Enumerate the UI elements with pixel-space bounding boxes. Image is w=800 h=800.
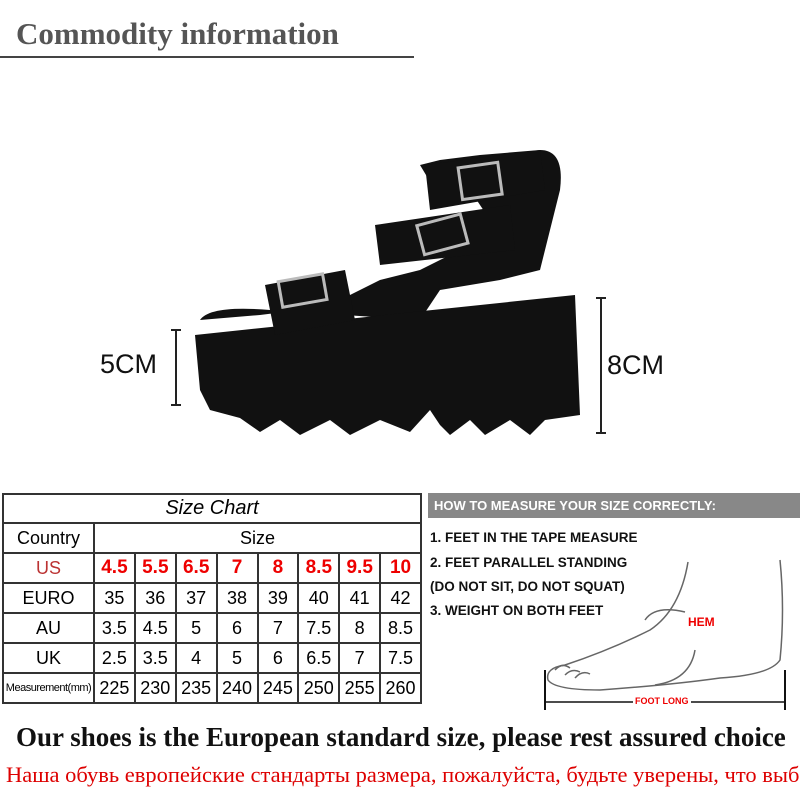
size-cell: 6.5 — [174, 552, 218, 584]
size-cell: 6.5 — [297, 642, 341, 674]
size-cell: 6 — [256, 642, 300, 674]
size-header: Size — [93, 522, 422, 554]
foot-long-label: FOOT LONG — [633, 696, 691, 706]
size-cell: 7 — [256, 612, 300, 644]
size-cell: 230 — [133, 672, 177, 704]
heel-height-label: 8CM — [607, 350, 665, 380]
size-row: Measurement(mm) 225 230 235 240 245 250 255 260 — [2, 672, 422, 704]
size-cell: 5 — [174, 612, 218, 644]
size-cell: 240 — [215, 672, 259, 704]
size-cell: 5.5 — [133, 552, 177, 584]
size-cell: 41 — [338, 582, 382, 614]
size-cell: 39 — [256, 582, 300, 614]
measure-header: HOW TO MEASURE YOUR SIZE CORRECTLY: — [428, 493, 800, 518]
measure-step: 3. WEIGHT ON BOTH FEET — [430, 603, 604, 618]
size-cell: 260 — [379, 672, 422, 704]
title-underline — [0, 56, 414, 58]
size-cell: 7 — [338, 642, 382, 674]
size-cell: 8.5 — [379, 612, 422, 644]
size-row: US 4.5 5.5 6.5 7 8 8.5 9.5 10 — [2, 552, 422, 584]
size-cell: 8.5 — [297, 552, 341, 584]
size-cell: 250 — [297, 672, 341, 704]
row-label: US — [2, 552, 95, 584]
size-cell: 8 — [256, 552, 300, 584]
footer-english: Our shoes is the European standard size,… — [16, 722, 786, 752]
size-cell: 245 — [256, 672, 300, 704]
front-height-label: 5CM — [100, 349, 158, 379]
size-cell: 8 — [338, 612, 382, 644]
footer-russian: Наша обувь европейские стандарты размера… — [6, 762, 800, 787]
sandal-image — [171, 150, 606, 435]
size-cell: 5 — [215, 642, 259, 674]
row-label: Measurement(mm) — [2, 672, 95, 704]
size-chart-title: Size Chart — [2, 493, 422, 524]
size-cell: 225 — [93, 672, 136, 704]
size-cell: 4.5 — [133, 612, 177, 644]
size-cell: 4.5 — [93, 552, 136, 584]
size-cell: 38 — [215, 582, 259, 614]
size-cell: 7 — [215, 552, 259, 584]
size-cell: 3.5 — [93, 612, 136, 644]
size-cell: 235 — [174, 672, 218, 704]
hem-label: HEM — [688, 615, 715, 629]
size-row: UK 2.5 3.5 4 5 6 6.5 7 7.5 — [2, 642, 422, 674]
country-header: Country — [2, 522, 95, 554]
size-cell: 7.5 — [297, 612, 341, 644]
row-label: UK — [2, 642, 95, 674]
measure-step: 1. FEET IN THE TAPE MEASURE — [430, 530, 638, 545]
size-row: AU 3.5 4.5 5 6 7 7.5 8 8.5 — [2, 612, 422, 644]
size-cell: 10 — [379, 552, 422, 584]
row-label: AU — [2, 612, 95, 644]
size-cell: 7.5 — [379, 642, 422, 674]
foot-diagram — [544, 559, 786, 710]
size-cell: 255 — [338, 672, 382, 704]
size-row: EURO 35 36 37 38 39 40 41 42 — [2, 582, 422, 614]
size-cell: 6 — [215, 612, 259, 644]
sandal-shape — [195, 150, 580, 435]
size-cell: 36 — [133, 582, 177, 614]
section-title: Commodity information — [16, 16, 339, 51]
measure-step: 2. FEET PARALLEL STANDING — [430, 555, 628, 570]
size-cell: 4 — [174, 642, 218, 674]
size-cell: 37 — [174, 582, 218, 614]
size-cell: 3.5 — [133, 642, 177, 674]
size-chart-table: Size Chart Country Size US 4.5 5.5 6.5 7 8 8.5 9… — [2, 493, 422, 704]
measure-step: (DO NOT SIT, DO NOT SQUAT) — [430, 579, 625, 594]
size-cell: 40 — [297, 582, 341, 614]
row-label: EURO — [2, 582, 95, 614]
size-cell: 35 — [93, 582, 136, 614]
size-cell: 9.5 — [338, 552, 382, 584]
size-cell: 42 — [379, 582, 422, 614]
size-cell: 2.5 — [93, 642, 136, 674]
